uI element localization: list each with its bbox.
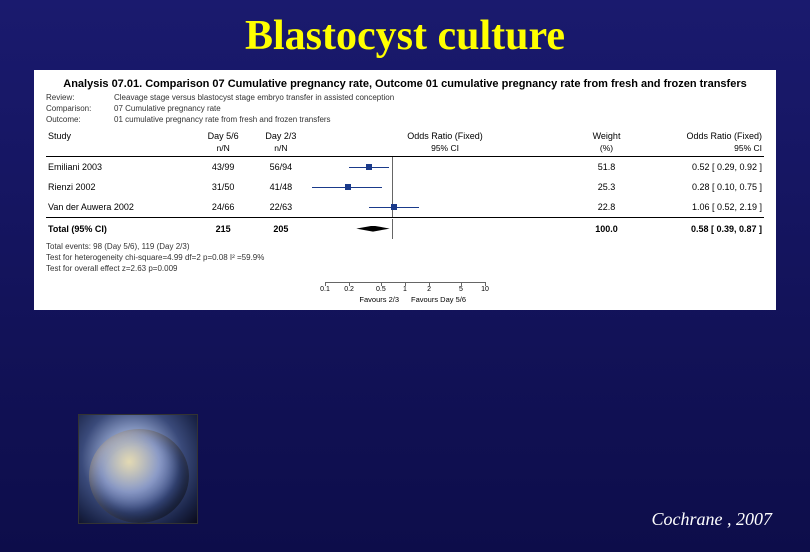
col-ci1: 95% CI — [310, 142, 580, 157]
col-nN1: n/N — [194, 142, 252, 157]
analysis-panel: Analysis 07.01. Comparison 07 Cumulative… — [34, 70, 776, 310]
meta-outcome-value: 01 cumulative pregnancy rate from fresh … — [114, 114, 331, 125]
axis-right-label: Favours Day 5/6 — [411, 295, 466, 304]
forest-table: Study Day 5/6 Day 2/3 Odds Ratio (Fixed)… — [46, 130, 764, 239]
col-pct: (%) — [580, 142, 633, 157]
col-day23: Day 2/3 — [252, 130, 310, 142]
analysis-meta: Review: Cleavage stage versus blastocyst… — [46, 92, 764, 126]
col-or: Odds Ratio (Fixed) — [310, 130, 580, 142]
axis-left-label: Favours 2/3 — [359, 295, 399, 304]
meta-comparison-label: Comparison: — [46, 103, 114, 114]
slide-title: Blastocyst culture — [0, 12, 810, 60]
col-day56: Day 5/6 — [194, 130, 252, 142]
meta-review-value: Cleavage stage versus blastocyst stage e… — [114, 92, 394, 103]
blastocyst-image — [78, 414, 198, 524]
analysis-heading: Analysis 07.01. Comparison 07 Cumulative… — [46, 78, 764, 90]
meta-review-label: Review: — [46, 92, 114, 103]
col-or2: Odds Ratio (Fixed) — [633, 130, 764, 142]
analysis-notes: Total events: 98 (Day 5/6), 119 (Day 2/3… — [46, 241, 764, 275]
table-row: Van der Auwera 200224/6622/6322.81.06 [ … — [46, 197, 764, 218]
col-ci2: 95% CI — [633, 142, 764, 157]
col-weight: Weight — [580, 130, 633, 142]
table-row: Emiliani 200343/9956/9451.80.52 [ 0.29, … — [46, 156, 764, 177]
meta-comparison-value: 07 Cumulative pregnancy rate — [114, 103, 221, 114]
forest-axis: 0.10.20.512510Favours 2/3Favours Day 5/6 — [325, 278, 485, 304]
col-study: Study — [46, 130, 194, 142]
col-nN2: n/N — [252, 142, 310, 157]
table-row: Rienzi 200231/5041/4825.30.28 [ 0.10, 0.… — [46, 177, 764, 197]
total-row: Total (95% CI)215205100.00.58 [ 0.39, 0.… — [46, 217, 764, 239]
citation: Cochrane , 2007 — [652, 509, 773, 530]
meta-outcome-label: Outcome: — [46, 114, 114, 125]
